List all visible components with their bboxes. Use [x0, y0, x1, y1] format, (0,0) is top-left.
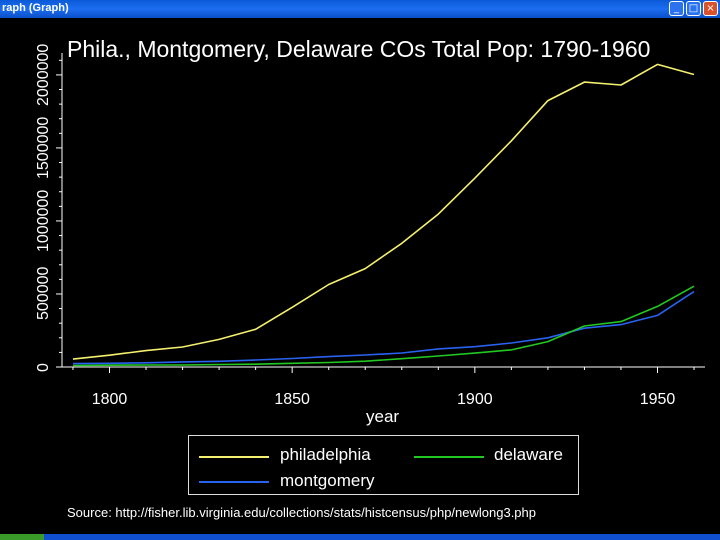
window-title: raph (Graph) [2, 2, 69, 14]
y-tick-label: 1000000 [35, 189, 52, 252]
series-line-philadelphia [72, 63, 695, 360]
legend-label-delaware: delaware [494, 445, 563, 464]
maximize-button[interactable]: □ [686, 1, 701, 16]
series-line-delaware [72, 285, 695, 367]
x-axis-label: year [366, 407, 400, 426]
legend-swatch-philadelphia [199, 456, 269, 458]
window-titlebar: raph (Graph) _ □ × [0, 0, 720, 18]
start-button[interactable] [0, 534, 44, 540]
legend-swatch-montgomery [199, 481, 269, 483]
chart-plot-area [56, 53, 705, 373]
taskbar-strip [0, 534, 720, 540]
chart-title: Phila., Montgomery, Delaware COs Total P… [67, 36, 651, 62]
source-note: Source: http://fisher.lib.virginia.edu/c… [67, 505, 536, 520]
minimize-button[interactable]: _ [669, 1, 684, 16]
y-tick-label: 500000 [35, 267, 52, 321]
legend-label-philadelphia: philadelphia [280, 445, 371, 464]
x-tick-label: 1850 [274, 391, 310, 408]
x-tick-label: 1950 [639, 391, 676, 408]
legend-label-montgomery: montgomery [280, 471, 375, 490]
series-line-montgomery [72, 290, 695, 365]
y-tick-label: 0 [35, 362, 52, 372]
legend: philadelphia delaware montgomery [188, 435, 579, 495]
y-tick-label: 2000000 [35, 43, 52, 106]
close-button[interactable]: × [703, 1, 718, 16]
x-tick-label: 1800 [91, 391, 128, 408]
x-tick-label: 1900 [457, 391, 493, 408]
legend-swatch-delaware [414, 456, 484, 458]
y-tick-label: 1500000 [35, 116, 52, 179]
